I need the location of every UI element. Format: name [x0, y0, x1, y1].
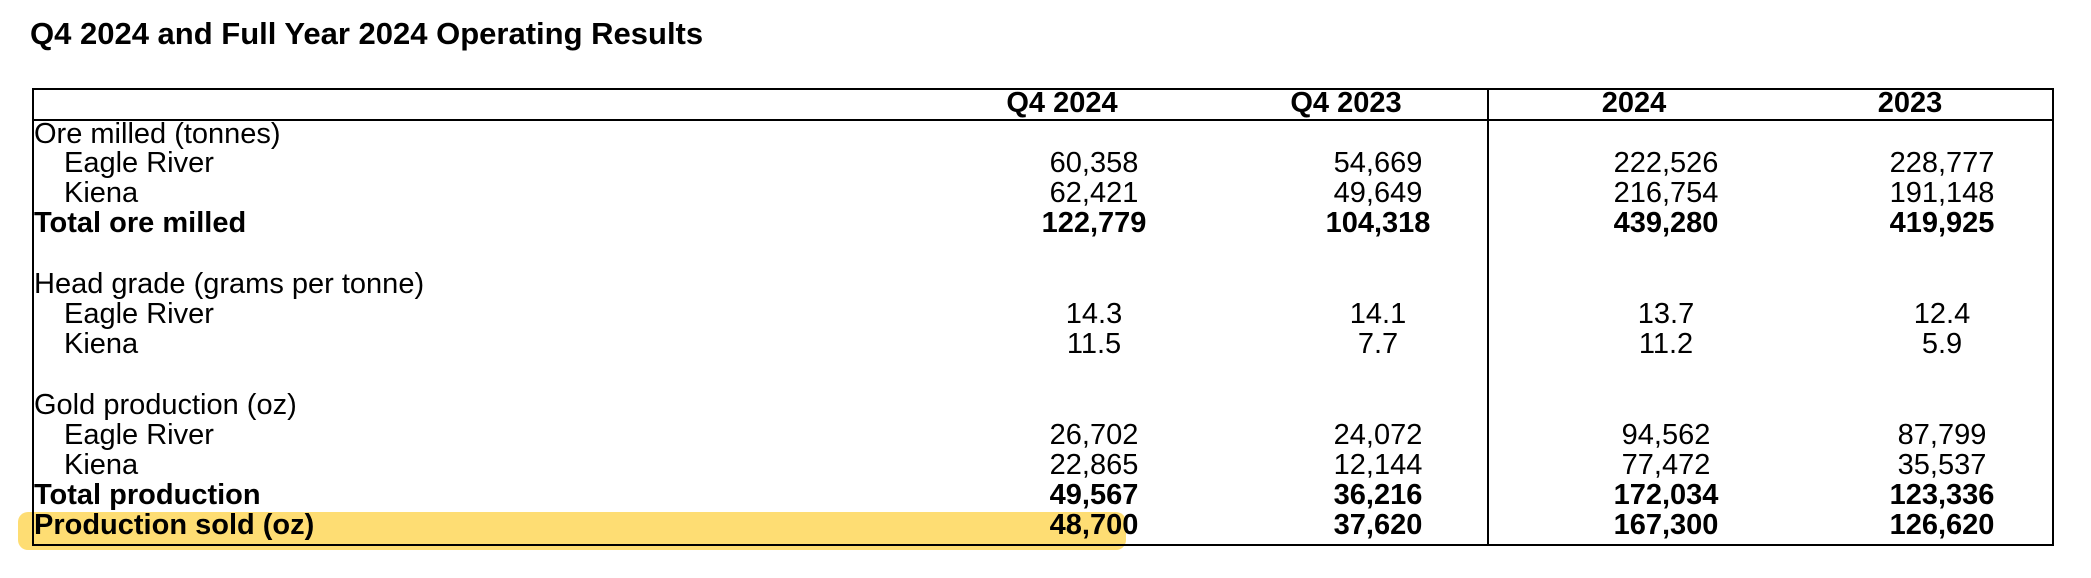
table-cell: 94,562 [1621, 419, 1711, 451]
results-table [32, 88, 2054, 546]
row-label: Ore milled (tonnes) [34, 118, 281, 150]
table-cell: 191,148 [1889, 177, 1995, 209]
table-cell: 37,620 [1333, 509, 1423, 541]
table-row: Kiena 22,865 12,144 77,472 35,537 [32, 450, 2054, 480]
table-cell: 13.7 [1637, 298, 1695, 330]
table-row: Eagle River 60,358 54,669 222,526 228,77… [32, 148, 2054, 178]
table-cell: 7.7 [1357, 328, 1399, 360]
table-cell: 60,358 [1049, 147, 1139, 179]
column-header-2024: 2024 [1601, 87, 1667, 119]
row-label: Head grade (grams per tonne) [34, 268, 425, 300]
row-label: Eagle River [64, 147, 214, 179]
row-label: Total production [34, 479, 261, 511]
row-label: Gold production (oz) [34, 389, 297, 421]
row-label: Kiena [64, 177, 139, 209]
column-header-q4-2024: Q4 2024 [1006, 87, 1118, 119]
table-cell: 126,620 [1889, 509, 1995, 541]
table-cell: 12,144 [1333, 449, 1423, 481]
row-label: Eagle River [64, 298, 214, 330]
column-header-2023: 2023 [1877, 87, 1943, 119]
column-header-q4-2023: Q4 2023 [1290, 87, 1402, 119]
table-row: Eagle River 14.3 14.1 13.7 12.4 [32, 299, 2054, 329]
table-cell: 172,034 [1613, 479, 1719, 511]
table-cell: 35,537 [1897, 449, 1987, 481]
table-cell: 48,700 [1049, 509, 1139, 541]
table-cell: 104,318 [1325, 207, 1431, 239]
total-row-production-sold: Production sold (oz) 48,700 37,620 167,3… [32, 510, 2054, 540]
highlight-marker [18, 512, 1126, 550]
table-cell: 11.2 [1638, 328, 1694, 360]
table-cell: 24,072 [1333, 419, 1423, 451]
table-cell: 123,336 [1889, 479, 1995, 511]
table-cell: 5.9 [1921, 328, 1963, 360]
row-label: Eagle River [64, 419, 214, 451]
table-cell: 167,300 [1613, 509, 1719, 541]
table-cell: 87,799 [1897, 419, 1987, 451]
table-cell: 12.4 [1913, 298, 1971, 330]
section-heading-head-grade: Head grade (grams per tonne) [32, 269, 2054, 299]
section-heading-ore-milled: Ore milled (tonnes) [32, 119, 2054, 149]
table-cell: 11.5 [1066, 328, 1122, 360]
table-cell: 216,754 [1613, 177, 1719, 209]
table-cell: 419,925 [1889, 207, 1995, 239]
row-label: Production sold (oz) [34, 509, 315, 541]
total-row-ore-milled: Total ore milled 122,779 104,318 439,280… [32, 208, 2054, 238]
total-row-production: Total production 49,567 36,216 172,034 1… [32, 480, 2054, 510]
table-cell: 49,567 [1049, 479, 1139, 511]
table-row: Kiena 62,421 49,649 216,754 191,148 [32, 178, 2054, 208]
table-cell: 36,216 [1333, 479, 1423, 511]
table-cell: 14.3 [1065, 298, 1123, 330]
table-cell: 228,777 [1889, 147, 1995, 179]
row-label: Kiena [64, 449, 139, 481]
table-cell: 49,649 [1333, 177, 1423, 209]
table-cell: 122,779 [1041, 207, 1147, 239]
table-cell: 222,526 [1613, 147, 1719, 179]
table-cell: 62,421 [1049, 177, 1139, 209]
header-divider [32, 119, 2054, 121]
table-cell: 77,472 [1621, 449, 1711, 481]
quarter-year-divider [1487, 88, 1489, 546]
table-cell: 54,669 [1333, 147, 1423, 179]
row-label: Kiena [64, 328, 139, 360]
table-cell: 26,702 [1049, 419, 1139, 451]
table-row: Eagle River 26,702 24,072 94,562 87,799 [32, 420, 2054, 450]
page-title: Q4 2024 and Full Year 2024 Operating Res… [30, 16, 704, 51]
table-cell: 22,865 [1049, 449, 1139, 481]
section-heading-gold-production: Gold production (oz) [32, 390, 2054, 420]
table-row: Kiena 11.5 7.7 11.2 5.9 [32, 329, 2054, 359]
table-cell: 14.1 [1349, 298, 1407, 330]
row-label: Total ore milled [34, 207, 247, 239]
table-cell: 439,280 [1613, 207, 1719, 239]
